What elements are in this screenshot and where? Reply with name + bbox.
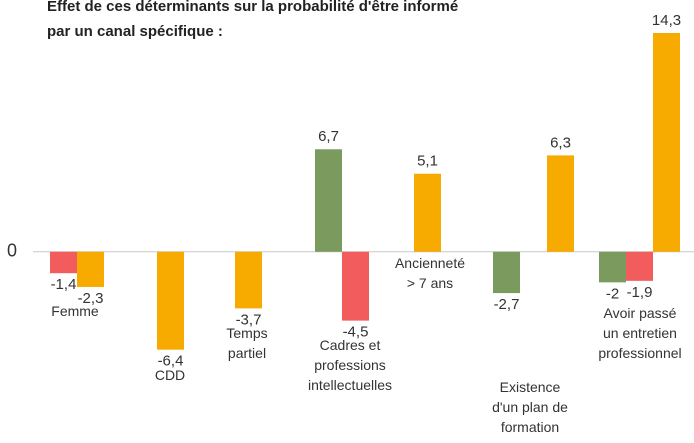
category-label: Femme xyxy=(51,303,99,319)
category-label: CDD xyxy=(154,367,186,383)
value-label: 6,3 xyxy=(550,134,571,151)
category-label: Avoir passé un entretien professionnel xyxy=(598,305,682,361)
value-label: 14,3 xyxy=(652,12,681,29)
bar xyxy=(50,251,77,274)
bar xyxy=(626,251,653,281)
chart-title: Effet de ces déterminants sur la probabi… xyxy=(47,0,459,40)
bar xyxy=(599,251,626,283)
bar xyxy=(235,251,262,309)
value-label: -4,5 xyxy=(343,324,369,341)
bar xyxy=(342,251,369,321)
bar xyxy=(653,33,680,252)
category-label: Ancienneté > 7 ans xyxy=(394,255,466,291)
value-label: -1,9 xyxy=(627,284,653,301)
value-label: -1,4 xyxy=(51,276,77,293)
bar xyxy=(77,251,104,287)
category-label: Existence d'un plan de formation xyxy=(492,379,568,435)
value-label: -6,4 xyxy=(158,353,184,370)
bar xyxy=(493,251,520,294)
value-label: -3,7 xyxy=(236,311,262,328)
bar xyxy=(157,251,184,350)
value-label: -2,3 xyxy=(78,290,104,307)
bar xyxy=(414,173,441,252)
y-tick-label: 0 xyxy=(7,241,17,261)
value-label: 6,7 xyxy=(318,128,339,145)
bar xyxy=(315,149,342,252)
category-label: Cadres et professions intellectuelles xyxy=(307,337,393,393)
value-label: -2,7 xyxy=(494,296,520,313)
value-label: -2 xyxy=(606,285,619,302)
bar xyxy=(547,155,574,252)
value-label: 5,1 xyxy=(417,153,438,170)
category-label: Temps partiel xyxy=(226,325,268,361)
